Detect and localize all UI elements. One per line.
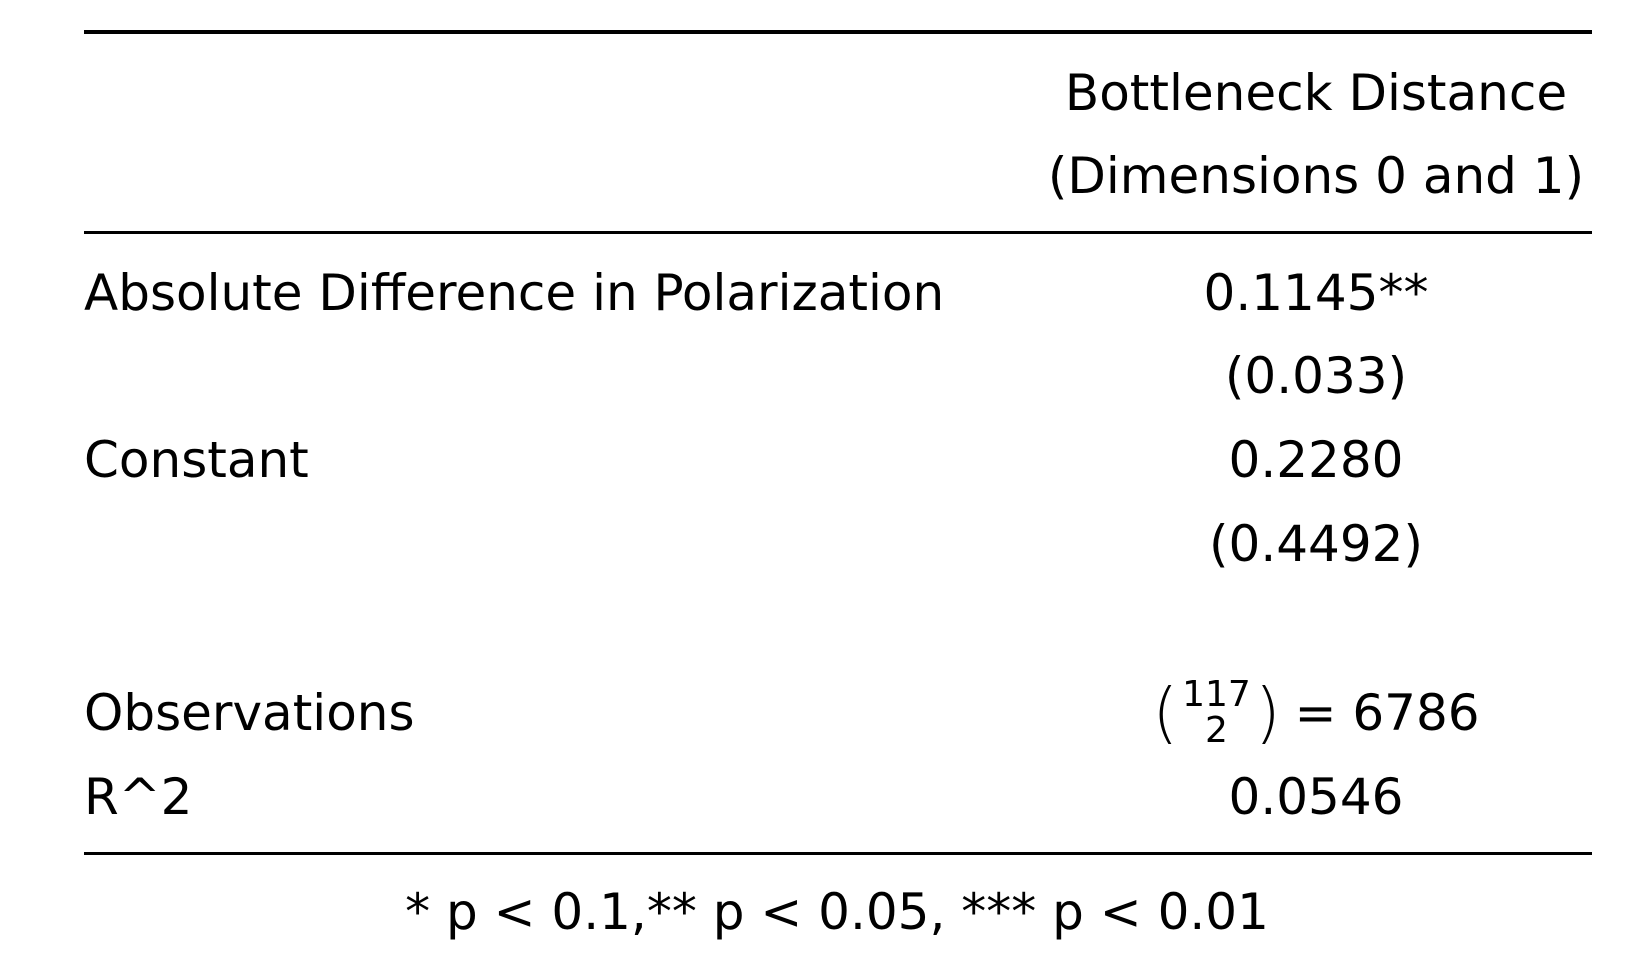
bottom-rule: [84, 852, 1592, 855]
top-rule: [84, 30, 1592, 34]
coefficient: 0.1145**: [1203, 264, 1429, 322]
paren: (: [1152, 674, 1179, 751]
mid-rule: [84, 231, 1592, 234]
footnote: * p < 0.1,** p < 0.05, *** p < 0.01: [405, 883, 1269, 941]
row-label: Observations: [84, 684, 415, 742]
row-label: R^2: [84, 768, 193, 826]
binomial: ( 117 2 ) = 6786: [1152, 677, 1479, 749]
coefficient: 0.2280: [1228, 431, 1404, 489]
stat-value: 0.0546: [1228, 768, 1404, 826]
row-label: Constant: [84, 431, 309, 489]
standard-error: (0.4492): [1209, 515, 1423, 573]
binomial-result: = 6786: [1294, 684, 1480, 742]
paren: ): [1254, 674, 1281, 751]
binomial-stack: 117 2: [1182, 677, 1251, 749]
header-line: Bottleneck Distance: [1064, 64, 1568, 122]
standard-error: (0.033): [1224, 347, 1408, 405]
row-label: Absolute Difference in Polarization: [84, 264, 945, 322]
binomial-top: 117: [1182, 674, 1251, 715]
observations-value: ( 117 2 ) = 6786: [1152, 677, 1479, 749]
header-line: (Dimensions 0 and 1): [1047, 147, 1585, 205]
binomial-bottom: 2: [1205, 710, 1228, 751]
